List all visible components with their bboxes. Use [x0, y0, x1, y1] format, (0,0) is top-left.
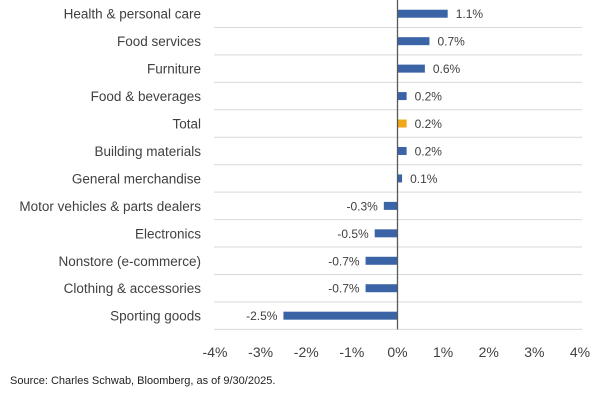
x-tick-label: -1%	[339, 344, 364, 360]
bar-clothing-accessories	[365, 284, 398, 293]
category-label: Total	[172, 117, 201, 132]
x-tick-label: 0%	[387, 344, 407, 360]
category-label: Health & personal care	[64, 7, 201, 22]
category-label: General merchandise	[72, 171, 201, 186]
x-tick-label: 2%	[479, 344, 499, 360]
category-label: Electronics	[135, 226, 201, 241]
bar-health-personal-care	[397, 9, 448, 18]
bar-food-beverages	[397, 92, 407, 101]
bar-building-materials	[397, 146, 407, 155]
data-label: 0.7%	[437, 35, 465, 49]
data-label: -0.7%	[328, 254, 360, 268]
category-label: Sporting goods	[110, 309, 201, 324]
data-label: -2.5%	[246, 309, 278, 323]
category-label: Nonstore (e-commerce)	[58, 254, 201, 269]
data-label: -0.3%	[346, 199, 378, 213]
bar-sporting-goods	[283, 311, 398, 320]
data-label: -0.7%	[328, 282, 360, 296]
bar-motor-vehicles-parts-dealers	[383, 201, 398, 210]
bar-furniture	[397, 64, 425, 73]
bar-nonstore-e-commerce-	[365, 256, 398, 265]
category-label: Food services	[117, 34, 201, 49]
x-tick-label: -3%	[248, 344, 273, 360]
data-label: 0.1%	[410, 172, 438, 186]
x-tick-label: 4%	[570, 344, 590, 360]
data-label: 0.2%	[415, 90, 443, 104]
x-tick-label: -4%	[203, 344, 228, 360]
x-tick-label: 1%	[433, 344, 453, 360]
bar-food-services	[397, 37, 430, 46]
data-label: 0.2%	[415, 117, 443, 131]
category-label: Building materials	[94, 144, 201, 159]
data-label: 1.1%	[456, 7, 484, 21]
bar-general-merchandise	[397, 174, 403, 183]
bar-electronics	[374, 229, 398, 238]
data-label: 0.2%	[415, 144, 443, 158]
x-tick-label: 3%	[524, 344, 544, 360]
category-label: Clothing & accessories	[64, 281, 202, 296]
x-tick-label: -2%	[294, 344, 319, 360]
category-label: Food & beverages	[91, 89, 202, 104]
data-label: 0.6%	[433, 62, 461, 76]
category-label: Furniture	[147, 62, 201, 77]
category-label: Motor vehicles & parts dealers	[19, 199, 201, 214]
source-note: Source: Charles Schwab, Bloomberg, as of…	[10, 375, 276, 387]
data-label: -0.5%	[337, 227, 369, 241]
bar-total	[397, 119, 407, 128]
bar-chart: Health & personal care 1.1% Food services 0…	[19, 0, 590, 360]
